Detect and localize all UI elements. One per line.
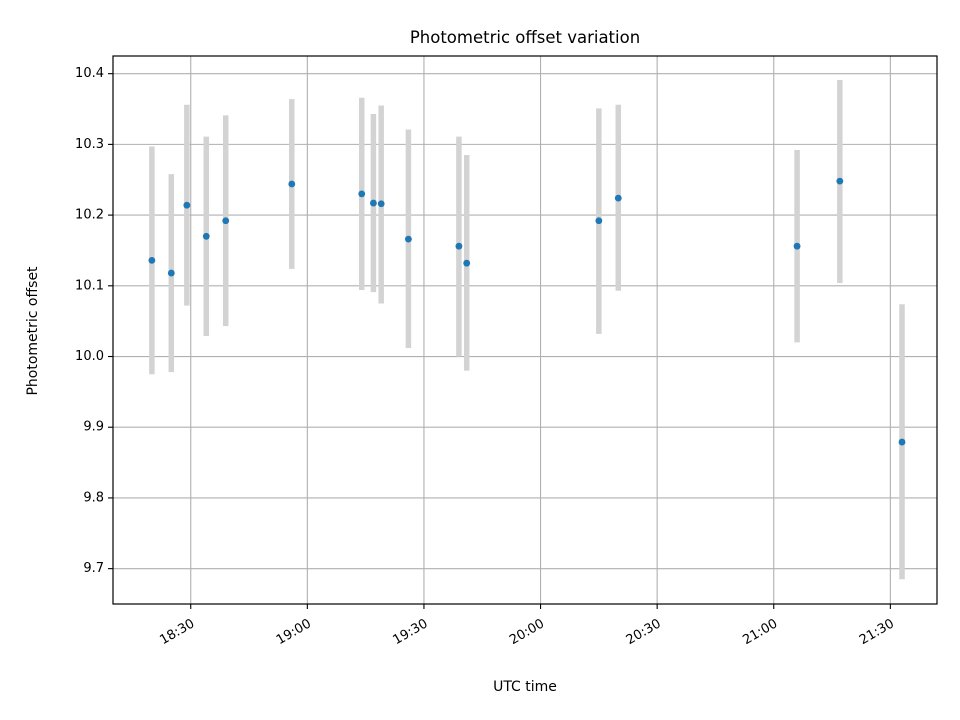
y-tick-label: 9.7 — [83, 561, 104, 576]
y-axis-ticks: 9.7 9.8 9.9 10.0 10.1 10.2 10.3 10.4 — [75, 66, 113, 576]
y-tick-label: 10.0 — [75, 349, 104, 364]
data-point — [404, 235, 412, 243]
y-tick-label: 10.1 — [75, 278, 104, 293]
y-tick-label: 10.4 — [75, 66, 104, 81]
data-point — [463, 259, 471, 267]
data-point — [202, 232, 210, 240]
data-point — [614, 194, 622, 202]
data-point — [898, 438, 906, 446]
data-point — [288, 180, 296, 188]
data-point — [222, 217, 230, 225]
data-points — [148, 177, 906, 446]
data-point — [595, 217, 603, 225]
data-point — [358, 190, 366, 198]
y-tick-label: 10.2 — [75, 208, 104, 223]
data-point — [370, 199, 377, 207]
y-tick-label: 10.3 — [75, 137, 104, 152]
data-point — [148, 256, 156, 264]
chart-title: Photometric offset variation — [410, 28, 640, 47]
plot-frame — [112, 55, 938, 605]
data-point — [377, 200, 385, 208]
data-point — [455, 242, 463, 250]
y-tick-label: 9.9 — [83, 420, 104, 435]
data-point — [167, 269, 175, 277]
x-axis-title: UTC time — [493, 679, 557, 695]
data-point — [793, 242, 801, 250]
data-point — [836, 177, 844, 185]
y-tick-label: 9.8 — [83, 490, 104, 505]
y-axis-title: Photometric offset — [25, 266, 41, 396]
data-point — [183, 201, 191, 209]
